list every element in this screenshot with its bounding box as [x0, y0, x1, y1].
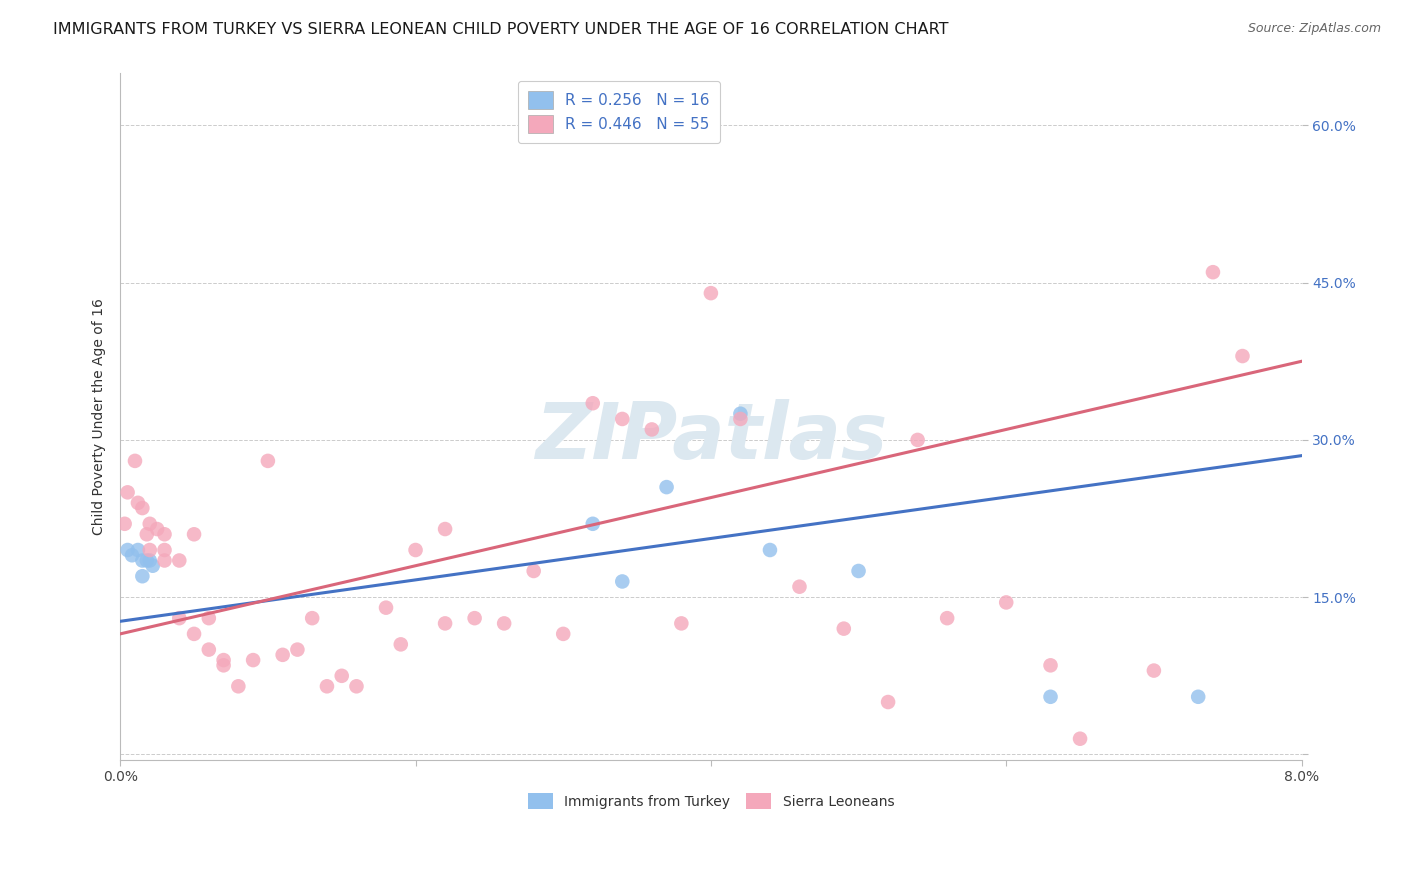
Point [1187, 690, 1209, 704]
Point [346, 679, 368, 693]
Point [612, 412, 634, 426]
Point [1039, 658, 1062, 673]
Point [124, 454, 146, 468]
Point [135, 527, 157, 541]
Text: ZIPatlas: ZIPatlas [534, 399, 887, 475]
Point [142, 558, 165, 573]
Point [612, 574, 634, 589]
Point [1039, 690, 1062, 704]
Point [405, 543, 427, 558]
Point [212, 658, 235, 673]
Point [848, 564, 870, 578]
Point [228, 679, 250, 693]
Point [375, 600, 398, 615]
Point [131, 501, 153, 516]
Text: IMMIGRANTS FROM TURKEY VS SIERRA LEONEAN CHILD POVERTY UNDER THE AGE OF 16 CORRE: IMMIGRANTS FROM TURKEY VS SIERRA LEONEAN… [53, 22, 949, 37]
Point [257, 454, 280, 468]
Point [582, 516, 605, 531]
Point [117, 485, 139, 500]
Point [114, 516, 136, 531]
Point [1202, 265, 1225, 279]
Point [434, 616, 457, 631]
Point [700, 286, 723, 301]
Point [434, 522, 457, 536]
Point [153, 527, 176, 541]
Legend: Immigrants from Turkey, Sierra Leoneans: Immigrants from Turkey, Sierra Leoneans [522, 788, 900, 814]
Point [1143, 664, 1166, 678]
Point [330, 669, 353, 683]
Point [316, 679, 339, 693]
Point [198, 642, 221, 657]
Point [877, 695, 900, 709]
Point [153, 553, 176, 567]
Point [117, 543, 139, 558]
Point [127, 543, 149, 558]
Point [464, 611, 486, 625]
Point [832, 622, 855, 636]
Point [212, 653, 235, 667]
Point [730, 407, 752, 421]
Point [389, 637, 412, 651]
Point [146, 522, 169, 536]
Point [121, 548, 143, 562]
Text: Source: ZipAtlas.com: Source: ZipAtlas.com [1247, 22, 1381, 36]
Point [183, 627, 205, 641]
Point [169, 553, 191, 567]
Point [936, 611, 959, 625]
Point [131, 553, 153, 567]
Point [1069, 731, 1091, 746]
Point [301, 611, 323, 625]
Point [759, 543, 782, 558]
Point [139, 516, 162, 531]
Point [169, 611, 191, 625]
Point [641, 422, 664, 436]
Point [287, 642, 309, 657]
Point [730, 412, 752, 426]
Point [135, 553, 157, 567]
Point [582, 396, 605, 410]
Point [789, 580, 811, 594]
Point [671, 616, 693, 631]
Point [995, 595, 1018, 609]
Point [655, 480, 678, 494]
Point [127, 496, 149, 510]
Point [153, 543, 176, 558]
Point [183, 527, 205, 541]
Point [198, 611, 221, 625]
Point [131, 569, 153, 583]
Point [139, 543, 162, 558]
Point [553, 627, 575, 641]
Point [523, 564, 546, 578]
Point [907, 433, 929, 447]
Point [271, 648, 294, 662]
Point [139, 553, 162, 567]
Point [242, 653, 264, 667]
Point [1232, 349, 1254, 363]
Point [494, 616, 516, 631]
Y-axis label: Child Poverty Under the Age of 16: Child Poverty Under the Age of 16 [93, 298, 107, 535]
